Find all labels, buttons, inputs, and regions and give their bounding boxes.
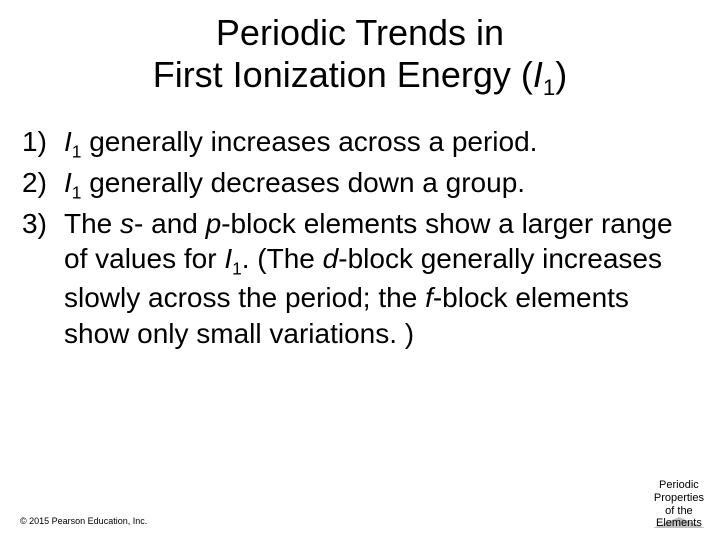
list-number: 2) (22, 165, 64, 201)
list-item: 1) I1 generally increases across a perio… (22, 124, 700, 163)
slide: Periodic Trends in First Ionization Ener… (0, 0, 720, 540)
tag-line: of the (665, 505, 693, 517)
list-text: I1 generally decreases down a group. (64, 165, 700, 204)
list-text: I1 generally increases across a period. (64, 124, 700, 163)
list-item: 3) The s- and p-block elements show a la… (22, 206, 700, 352)
title-sub: 1 (543, 76, 555, 101)
list-number: 1) (22, 124, 64, 160)
corner-tag: Periodic Properties of the Elements (654, 479, 704, 530)
body-list: 1) I1 generally increases across a perio… (20, 124, 700, 352)
title-line1: Periodic Trends in (216, 12, 504, 53)
tag-line: Periodic (659, 479, 699, 491)
corner-tag-text: Periodic Properties of the Elements (654, 479, 704, 530)
title-line2-suffix: ) (555, 54, 567, 95)
list-item: 2) I1 generally decreases down a group. (22, 165, 700, 204)
slide-title: Periodic Trends in First Ionization Ener… (20, 12, 700, 102)
title-symbol: I (533, 54, 543, 95)
tag-line: Properties (654, 492, 704, 504)
list-text: The s- and p-block elements show a large… (64, 206, 700, 352)
title-line2-prefix: First Ionization Energy ( (153, 54, 533, 95)
list-number: 3) (22, 206, 64, 242)
tag-line: Elements (656, 517, 702, 529)
copyright-text: © 2015 Pearson Education, Inc. (20, 516, 147, 526)
